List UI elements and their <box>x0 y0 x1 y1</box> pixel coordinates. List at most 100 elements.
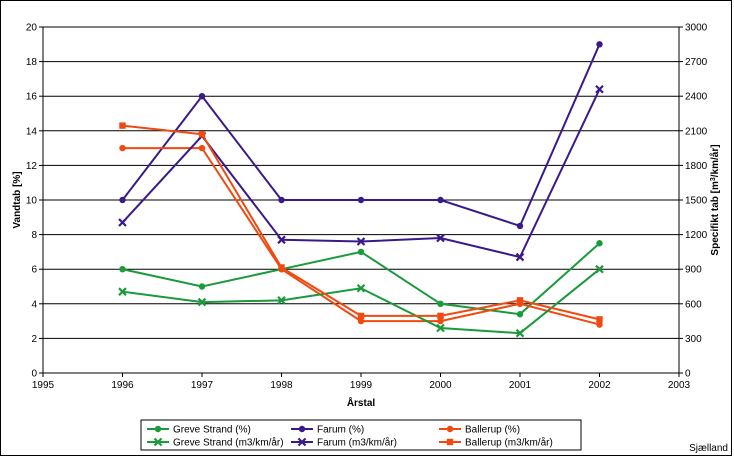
data-point <box>357 312 365 320</box>
data-point <box>595 85 604 94</box>
legend-label: Greve Strand (%) <box>173 425 251 436</box>
data-point <box>356 283 366 293</box>
y-right-tick-label: 2100 <box>685 126 708 137</box>
legend: Greve Strand (%) Farum (%) Ballerup (%) Gre… <box>140 419 582 451</box>
y-left-tick-label: 0 <box>31 369 37 380</box>
data-point <box>516 297 524 304</box>
data-point <box>516 310 524 318</box>
legend-label: Farum (m3/km/år) <box>317 437 397 449</box>
legend-item: Greve Strand (m3/km/år) <box>147 437 284 449</box>
data-point <box>516 222 524 230</box>
series-layer <box>118 41 604 338</box>
region-label: Sjælland <box>689 443 728 454</box>
grid-lines <box>43 26 679 339</box>
data-point <box>198 283 206 290</box>
data-point <box>357 196 365 204</box>
y-left-tick-label: 18 <box>26 57 38 68</box>
data-point <box>197 297 207 307</box>
x-axis-label: Årstal <box>347 396 376 409</box>
series-0 <box>119 240 603 318</box>
data-point <box>119 122 126 129</box>
legend-swatch-marker <box>446 438 454 446</box>
y-left-tick-labels: 0 2 4 6 8 10 12 14 16 18 20 <box>26 23 38 380</box>
y-left-tick-label: 2 <box>31 334 37 345</box>
legend-item: Farum (m3/km/år) <box>291 437 397 449</box>
data-point <box>436 323 445 333</box>
legend-label: Farum (%) <box>317 425 364 436</box>
y-left-tick-label: 12 <box>26 161 38 172</box>
x-tick-label: 1996 <box>111 380 134 391</box>
x-tick-label: 2000 <box>429 380 452 391</box>
legend-label: Ballerup (%) <box>465 425 520 436</box>
data-point <box>278 196 285 204</box>
data-point <box>119 196 126 204</box>
y-left-tick-label: 14 <box>26 126 38 137</box>
series-5 <box>119 122 603 323</box>
x-tick-label: 1997 <box>191 380 214 391</box>
legend-item: Ballerup (m3/km/år) <box>439 437 553 449</box>
series-1 <box>119 41 603 230</box>
y-right-tick-label: 3000 <box>685 23 708 34</box>
y-right-tick-label: 1500 <box>685 196 708 207</box>
data-point <box>119 144 126 152</box>
data-point <box>357 317 365 325</box>
data-point <box>118 287 127 296</box>
y-right-tick-label: 2700 <box>685 57 708 68</box>
data-point <box>437 196 444 204</box>
data-point <box>278 264 285 271</box>
x-tick-label: 2001 <box>509 380 532 391</box>
data-point <box>198 131 206 138</box>
data-point <box>119 266 126 273</box>
x-tick-labels: 1995 1996 1997 1998 1999 2000 2001 2002 2003 <box>32 380 691 391</box>
legend-swatch-marker <box>298 425 306 433</box>
data-point <box>436 233 445 243</box>
legend-swatch-marker <box>153 437 163 447</box>
data-point <box>595 264 604 274</box>
data-point <box>596 41 603 48</box>
legend-swatch-marker <box>297 437 307 447</box>
x-tick-label: 1995 <box>32 380 55 391</box>
x-tick-label: 1998 <box>270 380 293 391</box>
legend-box <box>140 419 582 451</box>
data-point <box>437 312 444 320</box>
y-right-tick-label: 2400 <box>685 92 708 103</box>
legend-item: Greve Strand (%) <box>147 425 251 436</box>
legend-item: Ballerup (%) <box>439 425 520 436</box>
y-right-tick-label: 900 <box>685 265 702 276</box>
x-tick-label: 1999 <box>350 380 373 391</box>
y-right-tick-label: 300 <box>685 334 702 345</box>
y-right-tick-labels: 0 300 600 900 1200 1500 1800 2100 2400 2700 3000 <box>685 23 708 380</box>
series-line <box>122 147 600 326</box>
y-left-tick-label: 16 <box>26 92 38 103</box>
data-point <box>277 235 286 245</box>
data-point <box>277 296 286 305</box>
y-right-tick-label: 0 <box>685 369 691 380</box>
series-line <box>122 124 600 321</box>
y-right-tick-label: 1800 <box>685 161 708 172</box>
x-tick-label: 2002 <box>588 380 611 391</box>
data-point <box>596 316 603 323</box>
data-point <box>596 240 603 247</box>
x-tick-label: 2003 <box>668 380 691 391</box>
y-left-tick-label: 8 <box>31 230 37 241</box>
y-right-tick-label: 600 <box>685 299 702 310</box>
y-left-axis-label: Vandtab [%] <box>12 171 23 228</box>
data-point <box>515 328 525 338</box>
y-right-tick-label: 1200 <box>685 230 708 241</box>
y-left-tick-label: 4 <box>31 299 37 310</box>
axes <box>39 26 683 377</box>
legend-item: Farum (%) <box>291 425 364 436</box>
y-left-tick-label: 10 <box>26 196 38 207</box>
data-point <box>198 144 206 152</box>
data-point <box>118 218 127 227</box>
y-right-axis-label: Specifikt tab [m3/km/år] <box>709 144 721 255</box>
series-line <box>121 88 601 259</box>
y-left-tick-label: 20 <box>26 23 38 34</box>
series-3 <box>118 264 604 338</box>
data-point <box>198 93 206 100</box>
data-point <box>596 321 603 328</box>
legend-label: Ballerup (m3/km/år) <box>465 437 553 449</box>
data-point <box>357 248 365 256</box>
